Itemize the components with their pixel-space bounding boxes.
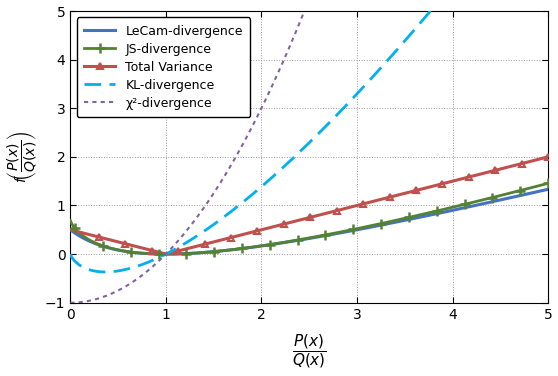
Legend: LeCam-divergence, JS-divergence, Total Variance, KL-divergence, χ²-divergence: LeCam-divergence, JS-divergence, Total V… bbox=[76, 17, 251, 117]
Y-axis label: $f\!\left(\dfrac{P(x)}{Q(x)}\right)$: $f\!\left(\dfrac{P(x)}{Q(x)}\right)$ bbox=[6, 131, 40, 183]
X-axis label: $\dfrac{P(x)}{Q(x)}$: $\dfrac{P(x)}{Q(x)}$ bbox=[292, 333, 326, 370]
